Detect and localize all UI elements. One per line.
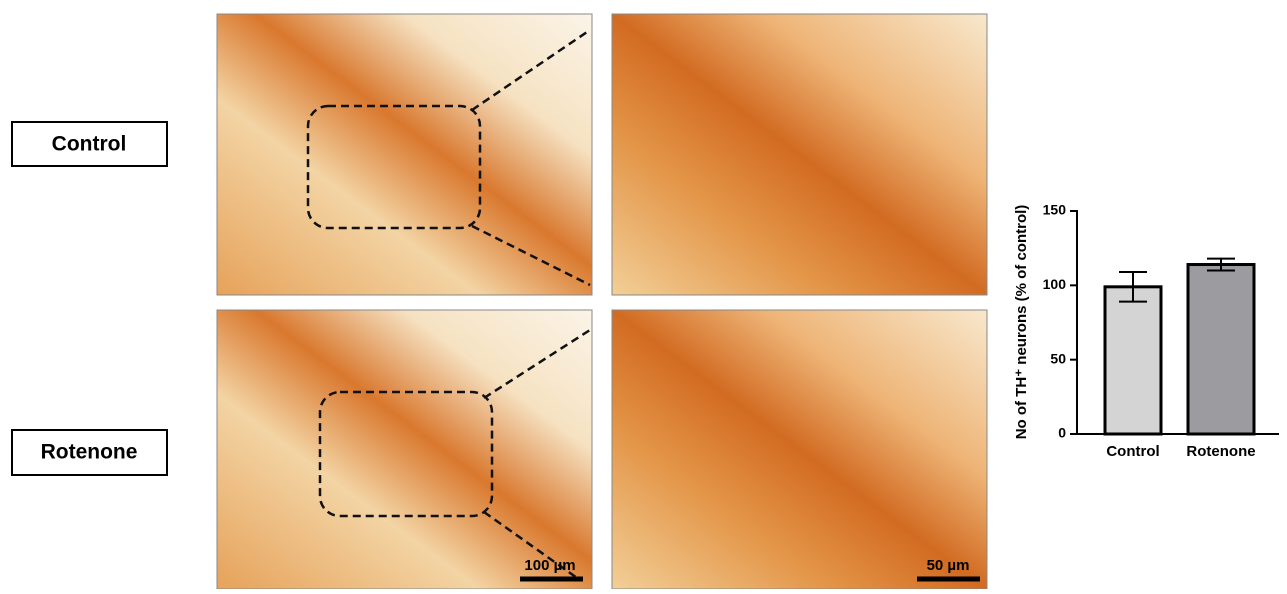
figure: Control Rotenone 100 µm 50 µm No of TH⁺ … — [0, 0, 1287, 589]
x-tick-label: Rotenone — [1186, 443, 1255, 460]
bar — [1188, 265, 1254, 434]
bar — [1105, 287, 1161, 434]
y-tick-label: 150 — [1043, 202, 1067, 218]
y-tick-label: 100 — [1043, 276, 1067, 292]
row-label: Control — [52, 133, 127, 156]
y-tick-label: 0 — [1058, 425, 1066, 441]
scale-label: 50 µm — [927, 557, 970, 574]
x-tick-label: Control — [1106, 443, 1159, 460]
y-axis-label: No of TH⁺ neurons (% of control) — [1013, 205, 1030, 440]
scale-label: 100 µm — [524, 557, 575, 574]
micrograph — [612, 14, 987, 295]
micrograph — [217, 14, 592, 295]
micrograph — [217, 310, 592, 589]
row-label: Rotenone — [41, 441, 138, 464]
y-tick-label: 50 — [1050, 350, 1066, 366]
micrograph — [612, 310, 987, 589]
